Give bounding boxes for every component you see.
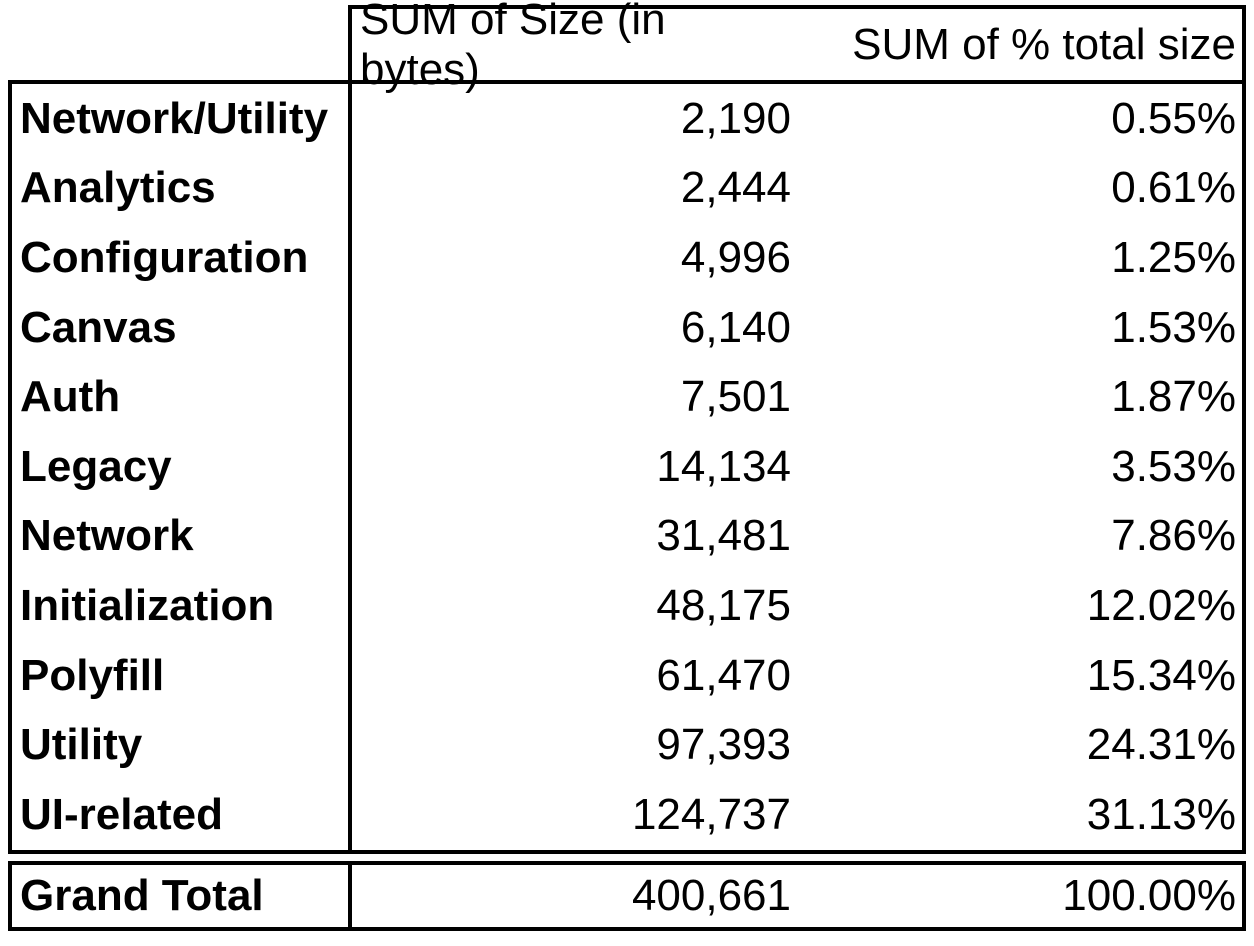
table-row: Configuration 4,996 1.25%	[12, 223, 1242, 293]
row-pct-value: 15.34%	[1086, 650, 1236, 700]
table-row: Polyfill 61,470 15.34%	[12, 640, 1242, 711]
row-bytes-value: 2,444	[680, 163, 791, 213]
row-bytes-value: 124,737	[631, 789, 791, 839]
row-pct-value: 31.13%	[1086, 789, 1236, 839]
row-label: Canvas	[12, 292, 352, 363]
row-label: Network/Utility	[12, 84, 352, 154]
table-row: Auth 7,501 1.87%	[12, 362, 1242, 432]
grand-total-box: Grand Total 400,661 100.00%	[8, 860, 1246, 931]
row-bytes-value: 14,134	[656, 441, 791, 491]
row-label: Analytics	[12, 153, 352, 224]
row-pct-value: 24.31%	[1086, 720, 1236, 770]
row-pct-value: 12.02%	[1086, 580, 1236, 630]
row-label: Configuration	[12, 223, 352, 293]
row-pct-value: 7.86%	[1111, 511, 1236, 561]
row-pct-value: 3.53%	[1111, 441, 1236, 491]
row-bytes-value: 4,996	[680, 232, 791, 282]
row-pct-value: 1.87%	[1111, 372, 1236, 422]
table-row: Initialization 48,175 12.02%	[12, 571, 1242, 641]
row-bytes-value: 61,470	[656, 650, 791, 700]
row-pct-value: 0.55%	[1111, 93, 1236, 143]
grand-total-row: Grand Total 400,661 100.00%	[12, 864, 1242, 927]
table-body: Network/Utility 2,190 0.55% Analytics 2,…	[8, 80, 1246, 854]
table-row: Analytics 2,444 0.61%	[12, 153, 1242, 224]
row-label: Auth	[12, 362, 352, 432]
row-bytes-value: 31,481	[656, 511, 791, 561]
row-pct-value: 1.25%	[1111, 232, 1236, 282]
row-label: Utility	[12, 710, 352, 780]
grand-total-pct-value: 100.00%	[1062, 870, 1236, 920]
grand-total-label: Grand Total	[12, 864, 352, 927]
table-row: UI-related 124,737 31.13%	[12, 779, 1242, 850]
row-pct-value: 0.61%	[1111, 163, 1236, 213]
table-header-row: SUM of Size (in bytes) SUM of % total si…	[348, 0, 1246, 94]
table-row: Network 31,481 7.86%	[12, 501, 1242, 572]
table-row: Network/Utility 2,190 0.55%	[12, 84, 1242, 154]
row-label: Initialization	[12, 571, 352, 641]
row-bytes-value: 48,175	[656, 580, 791, 630]
row-bytes-value: 2,190	[680, 93, 791, 143]
row-bytes-value: 7,501	[680, 372, 791, 422]
row-label: Polyfill	[12, 640, 352, 711]
grand-total-bytes-value: 400,661	[631, 870, 791, 920]
row-label: Legacy	[12, 431, 352, 502]
table-row: Legacy 14,134 3.53%	[12, 431, 1242, 502]
row-pct-value: 1.53%	[1111, 302, 1236, 352]
row-bytes-value: 6,140	[680, 302, 791, 352]
table-row: Canvas 6,140 1.53%	[12, 292, 1242, 363]
row-label: UI-related	[12, 779, 352, 850]
row-bytes-value: 97,393	[656, 720, 791, 770]
column-header-size-bytes: SUM of Size (in bytes)	[360, 0, 666, 94]
table-row: Utility 97,393 24.31%	[12, 710, 1242, 780]
row-label: Network	[12, 501, 352, 572]
column-header-pct-total: SUM of % total size	[852, 19, 1236, 69]
